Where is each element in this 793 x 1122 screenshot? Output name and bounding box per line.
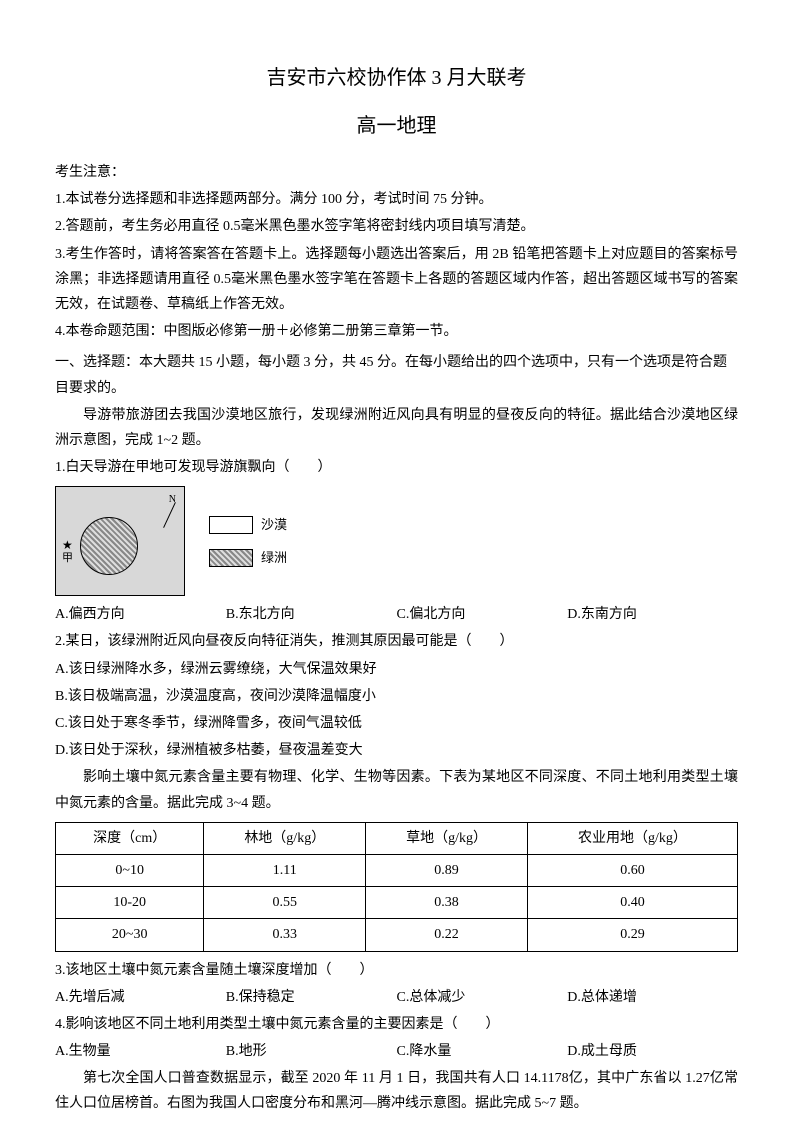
q2-option-d: D.该日处于深秋，绿洲植被多枯萎，昼夜温差变大: [55, 738, 738, 763]
question-2-text: 2.某日，该绿洲附近风向昼夜反向特征消失，推测其原因最可能是（ ）: [55, 629, 738, 654]
q2-option-b: B.该日极端高温，沙漠温度高，夜间沙漠降温幅度小: [55, 684, 738, 709]
notice-item-3: 3.考生作答时，请将答案答在答题卡上。选择题每小题选出答案后，用 2B 铅笔把答…: [55, 242, 738, 318]
table-cell: 0~10: [56, 854, 204, 886]
table-row: 0~10 1.11 0.89 0.60: [56, 854, 738, 886]
table-cell: 0.55: [204, 887, 366, 919]
table-col-forest: 林地（g/kg）: [204, 822, 366, 854]
q4-options: A.生物量 B.地形 C.降水量 D.成土母质: [55, 1039, 738, 1064]
q3-options: A.先增后减 B.保持稳定 C.总体减少 D.总体递增: [55, 985, 738, 1010]
table-cell: 0.89: [366, 854, 528, 886]
legend-oasis: 绿洲: [209, 546, 287, 569]
table-row: 10-20 0.55 0.38 0.40: [56, 887, 738, 919]
q1-options: A.偏西方向 B.东北方向 C.偏北方向 D.东南方向: [55, 602, 738, 627]
legend-rect-oasis: [209, 549, 253, 567]
notice-item-2: 2.答题前，考生务必用直径 0.5毫米黑色墨水签字笔将密封线内项目填写清楚。: [55, 214, 738, 239]
page-title-main: 吉安市六校协作体 3 月大联考: [55, 60, 738, 96]
table-cell: 0.22: [366, 919, 528, 951]
q4-option-a: A.生物量: [55, 1039, 226, 1064]
notice-header: 考生注意：: [55, 160, 738, 185]
table-col-depth: 深度（cm）: [56, 822, 204, 854]
table-cell: 0.60: [527, 854, 737, 886]
legend-label-oasis: 绿洲: [261, 546, 287, 569]
q4-option-b: B.地形: [226, 1039, 397, 1064]
q1-option-b: B.东北方向: [226, 602, 397, 627]
nitrogen-table: 深度（cm） 林地（g/kg） 草地（g/kg） 农业用地（g/kg） 0~10…: [55, 822, 738, 952]
table-col-grass: 草地（g/kg）: [366, 822, 528, 854]
legend-label-desert: 沙漠: [261, 513, 287, 536]
context-1: 导游带旅游团去我国沙漠地区旅行，发现绿洲附近风向具有明显的昼夜反向的特征。据此结…: [55, 403, 738, 453]
legend-box: 沙漠 绿洲: [209, 503, 287, 580]
table-cell: 0.33: [204, 919, 366, 951]
section-1-header: 一、选择题：本大题共 15 小题，每小题 3 分，共 45 分。在每小题给出的四…: [55, 350, 738, 400]
q4-option-d: D.成土母质: [567, 1039, 738, 1064]
q3-option-b: B.保持稳定: [226, 985, 397, 1010]
legend-desert: 沙漠: [209, 513, 287, 536]
q3-option-c: C.总体减少: [397, 985, 568, 1010]
table-row: 20~30 0.33 0.22 0.29: [56, 919, 738, 951]
q1-option-a: A.偏西方向: [55, 602, 226, 627]
context-2: 影响土壤中氮元素含量主要有物理、化学、生物等因素。下表为某地区不同深度、不同土地…: [55, 765, 738, 815]
diagram-map-box: N ★ 甲: [55, 486, 185, 596]
table-cell: 0.38: [366, 887, 528, 919]
q1-option-d: D.东南方向: [567, 602, 738, 627]
q2-option-a: A.该日绿洲降水多，绿洲云雾缭绕，大气保温效果好: [55, 657, 738, 682]
jia-label: 甲: [62, 549, 73, 569]
q3-option-a: A.先增后减: [55, 985, 226, 1010]
context-3: 第七次全国人口普查数据显示，截至 2020 年 11 月 1 日，我国共有人口 …: [55, 1066, 738, 1116]
table-header-row: 深度（cm） 林地（g/kg） 草地（g/kg） 农业用地（g/kg）: [56, 822, 738, 854]
diagram-q1: N ★ 甲 沙漠 绿洲: [55, 486, 738, 596]
table-cell: 10-20: [56, 887, 204, 919]
question-4-text: 4.影响该地区不同土地利用类型土壤中氮元素含量的主要因素是（ ）: [55, 1012, 738, 1037]
oasis-circle: [80, 517, 138, 575]
table-cell: 1.11: [204, 854, 366, 886]
question-3-text: 3.该地区土壤中氮元素含量随土壤深度增加（ ）: [55, 958, 738, 983]
table-col-agri: 农业用地（g/kg）: [527, 822, 737, 854]
notice-item-4: 4.本卷命题范围：中图版必修第一册＋必修第二册第三章第一节。: [55, 319, 738, 344]
q4-option-c: C.降水量: [397, 1039, 568, 1064]
q1-option-c: C.偏北方向: [397, 602, 568, 627]
q3-option-d: D.总体递增: [567, 985, 738, 1010]
notice-item-1: 1.本试卷分选择题和非选择题两部分。满分 100 分，考试时间 75 分钟。: [55, 187, 738, 212]
table-cell: 20~30: [56, 919, 204, 951]
question-1-text: 1.白天导游在甲地可发现导游旗飘向（ ）: [55, 455, 738, 480]
table-cell: 0.29: [527, 919, 737, 951]
table-cell: 0.40: [527, 887, 737, 919]
q2-option-c: C.该日处于寒冬季节，绿洲降雪多，夜间气温较低: [55, 711, 738, 736]
page-title-sub: 高一地理: [55, 108, 738, 144]
legend-rect-desert: [209, 516, 253, 534]
